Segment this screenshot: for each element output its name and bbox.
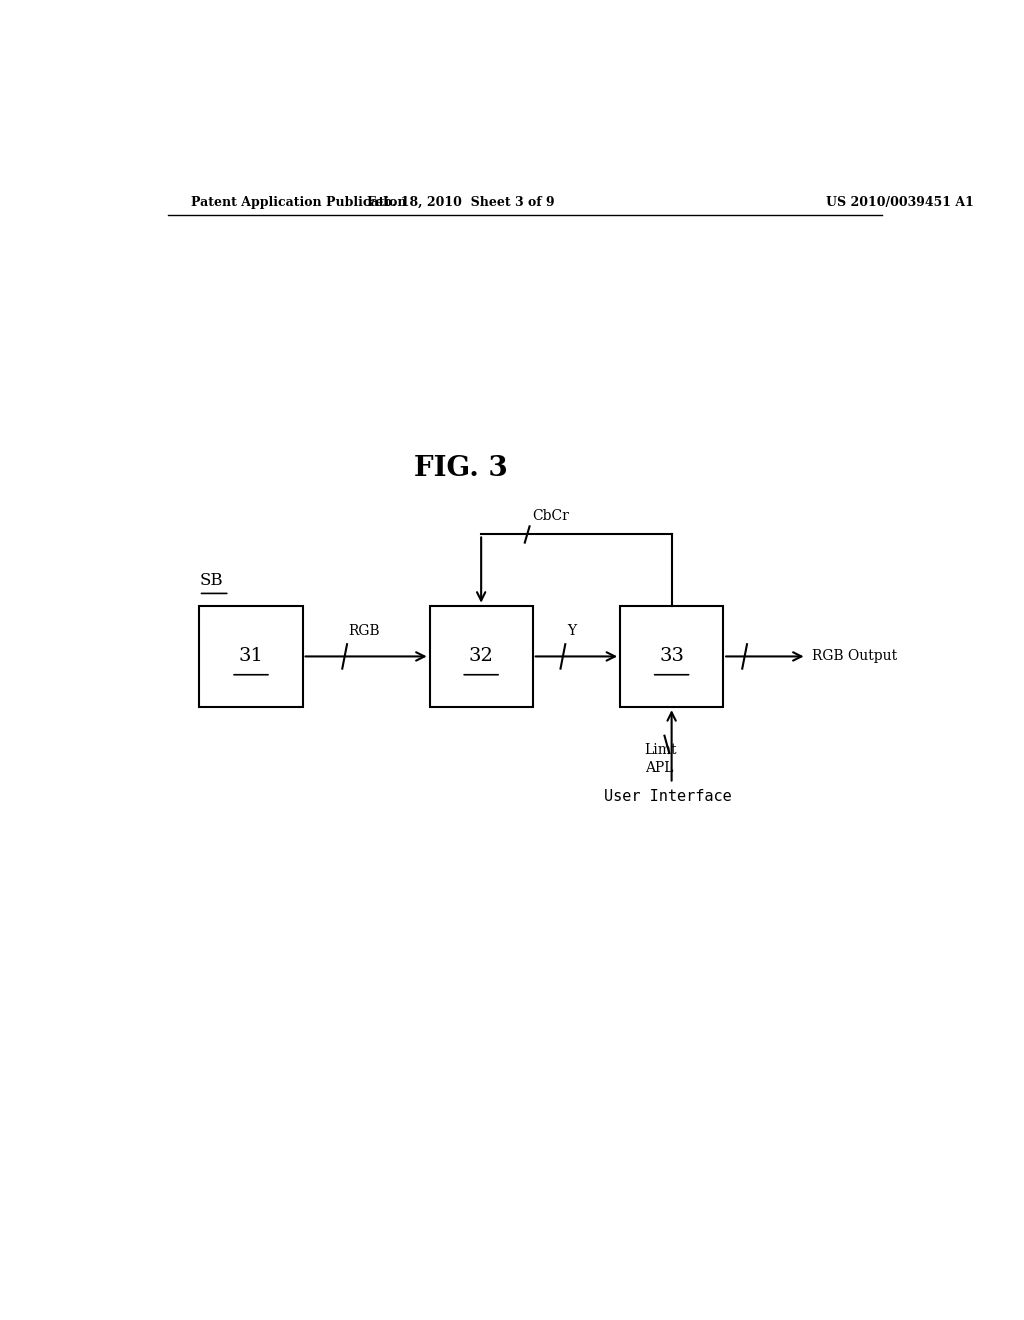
Bar [620, 606, 723, 708]
Text: 33: 33 [659, 647, 684, 665]
Bar [200, 606, 303, 708]
Text: CbCr: CbCr [532, 510, 569, 523]
Text: Patent Application Publication: Patent Application Publication [191, 195, 407, 209]
Text: User Interface: User Interface [604, 789, 732, 804]
Text: Feb. 18, 2010  Sheet 3 of 9: Feb. 18, 2010 Sheet 3 of 9 [368, 195, 555, 209]
Text: RGB Output: RGB Output [812, 649, 897, 664]
Text: APL: APL [645, 762, 673, 775]
Text: 31: 31 [239, 647, 263, 665]
Text: 32: 32 [469, 647, 494, 665]
Text: US 2010/0039451 A1: US 2010/0039451 A1 [826, 195, 974, 209]
Text: Y: Y [567, 624, 575, 638]
Bar [430, 606, 532, 708]
Text: RGB: RGB [348, 624, 380, 638]
Text: FIG. 3: FIG. 3 [415, 455, 508, 482]
Text: SB: SB [200, 572, 223, 589]
Text: Limt: Limt [644, 743, 676, 756]
